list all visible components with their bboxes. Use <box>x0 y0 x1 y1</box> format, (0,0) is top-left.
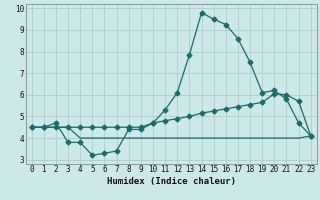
X-axis label: Humidex (Indice chaleur): Humidex (Indice chaleur) <box>107 177 236 186</box>
